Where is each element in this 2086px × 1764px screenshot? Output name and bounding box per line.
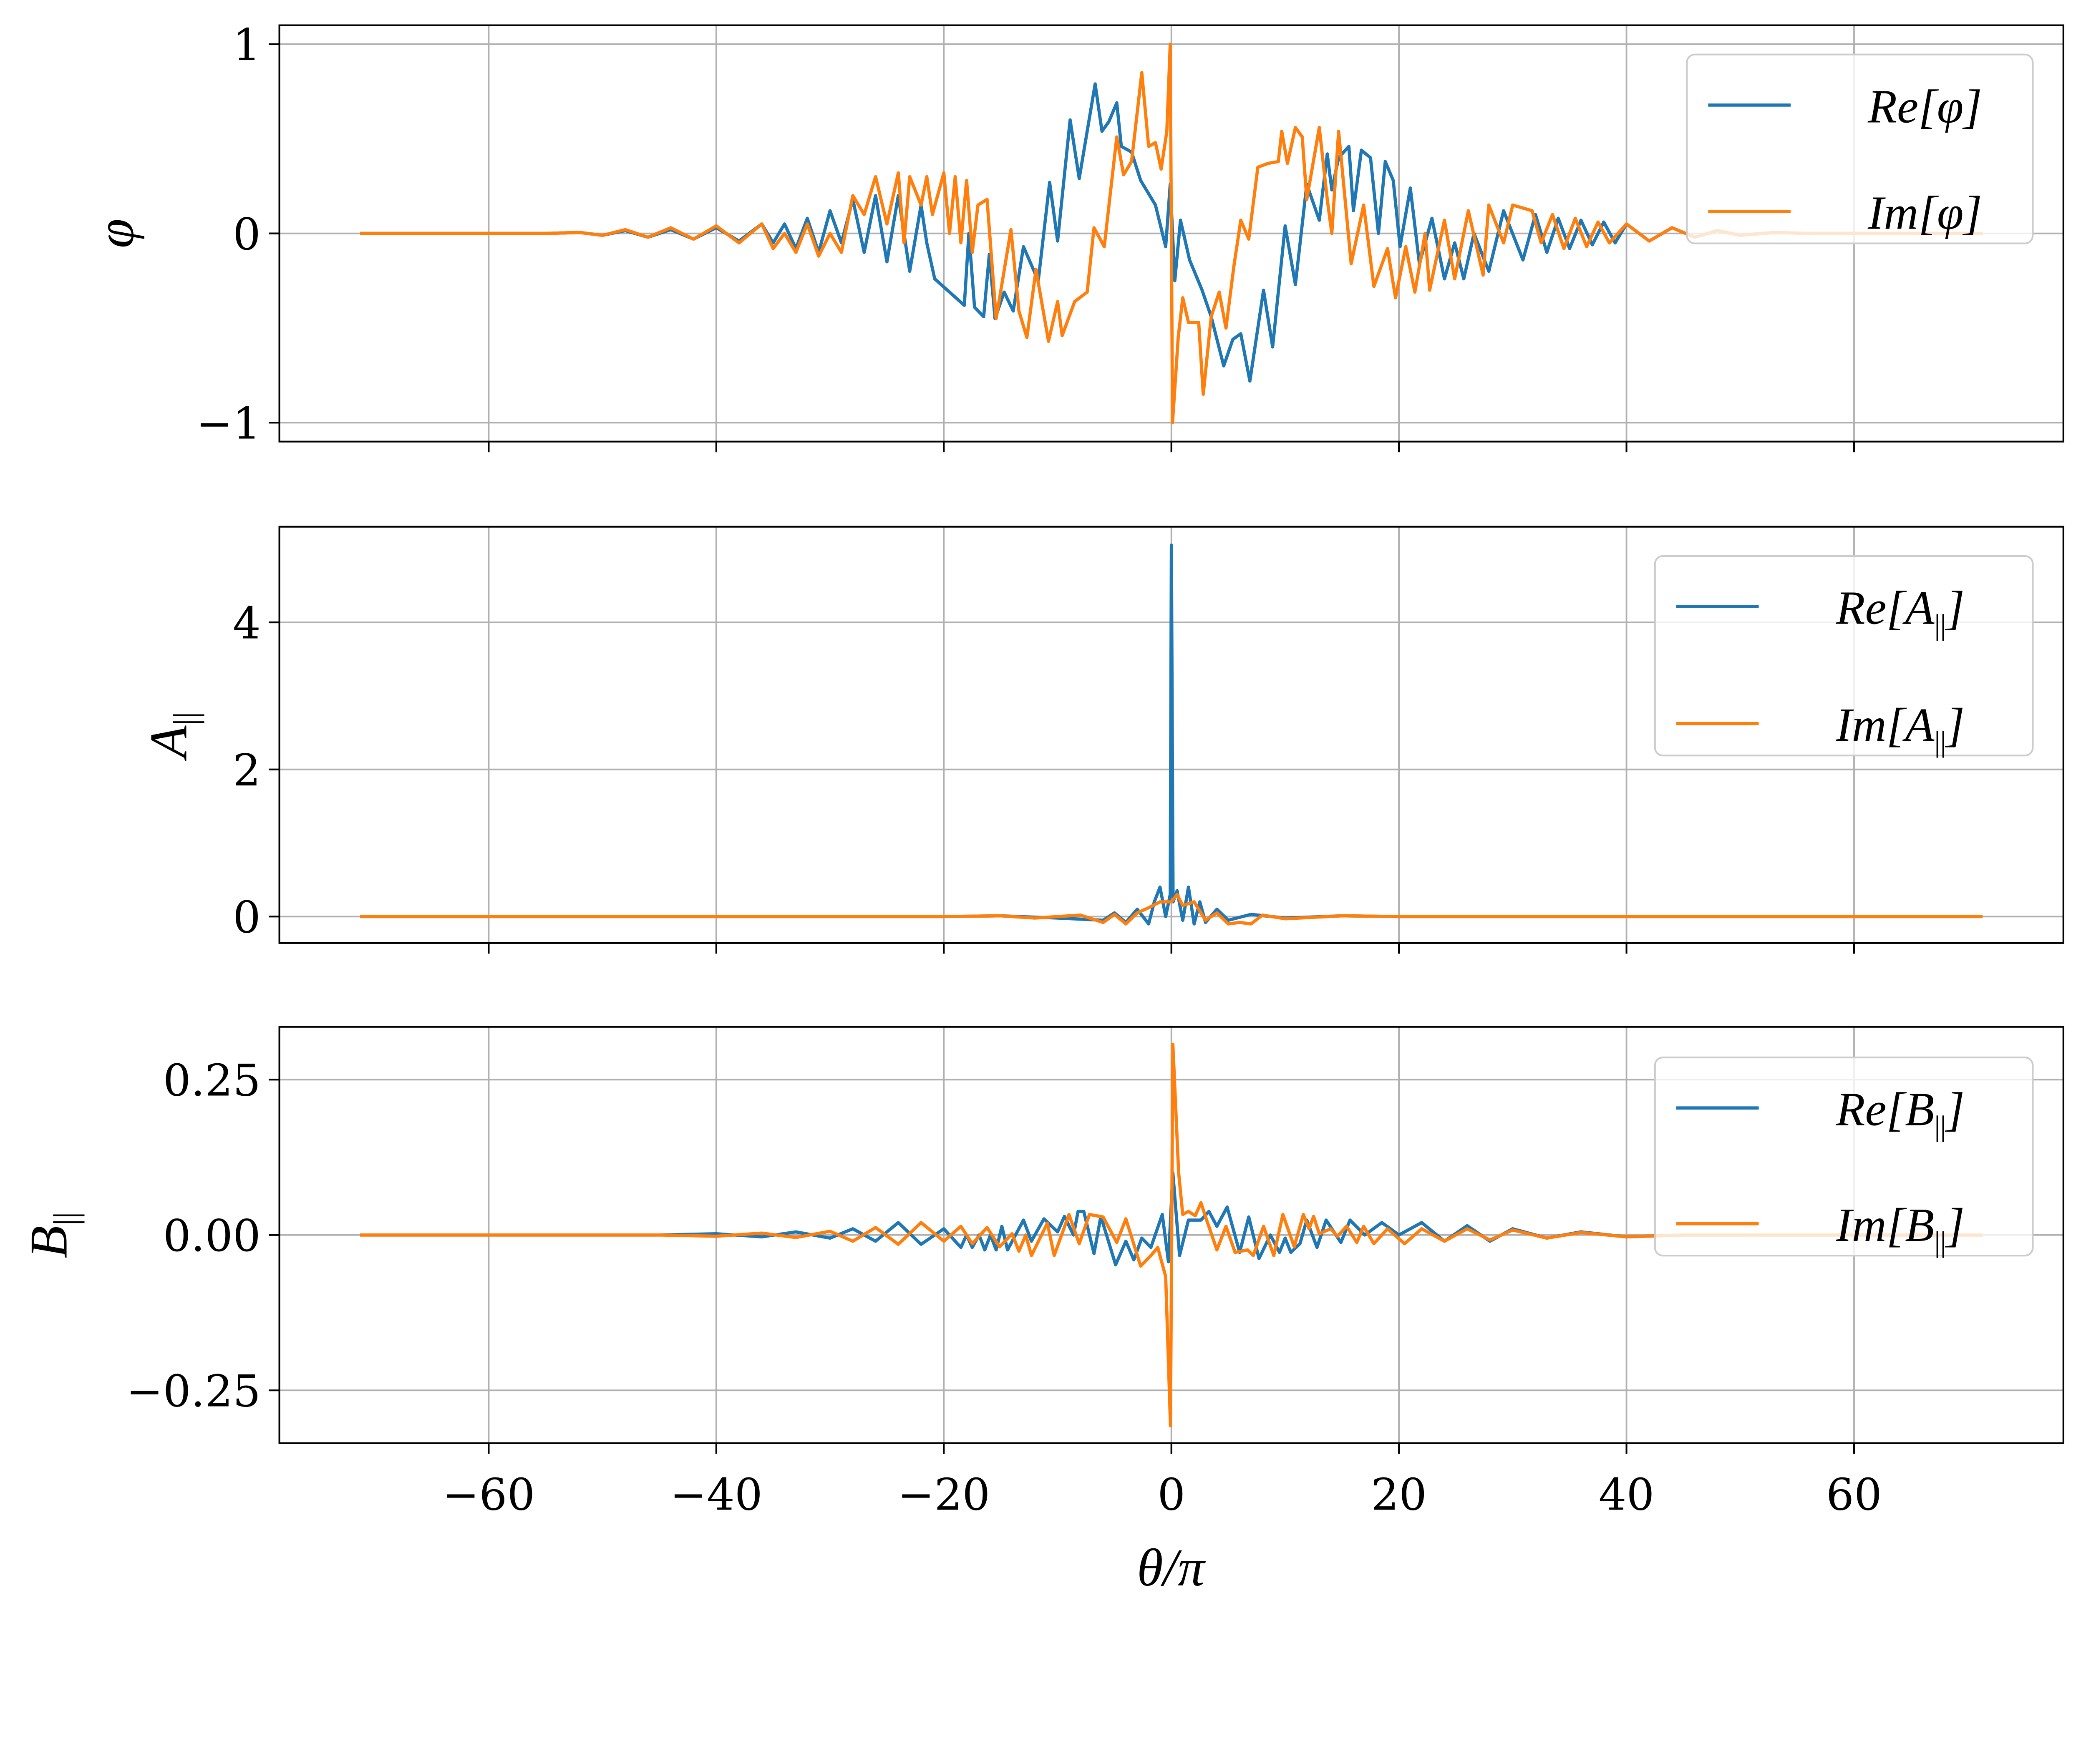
legend-prefix: Re[ [1835, 1083, 1907, 1136]
x-tick-label: 20 [1371, 1469, 1427, 1520]
y-tick-label: 0.00 [163, 1210, 261, 1261]
legend-prefix: Im[ [1835, 698, 1907, 751]
y-label-symbol: A [139, 725, 198, 761]
legend-symbol: A [1902, 698, 1935, 751]
y-label-symbol: φ [86, 219, 145, 248]
x-tick-label: −60 [442, 1469, 535, 1520]
y-tick-label: −0.25 [126, 1365, 261, 1417]
legend-symbol: φ [1937, 186, 1964, 239]
legend-suffix: ] [1945, 581, 1965, 634]
legend-symbol: A [1902, 581, 1935, 634]
legend-box [1686, 53, 2034, 244]
legend-suffix: ] [1962, 80, 1982, 133]
legend-label: Re[φ] [1867, 80, 1982, 133]
series-line-real [360, 1171, 1983, 1267]
legend-prefix: Im[ [1867, 186, 1939, 239]
legend-prefix: Im[ [1835, 1198, 1907, 1251]
legend-label: Im[B||] [1835, 1198, 1965, 1258]
legend-label: Im[A||] [1835, 698, 1965, 758]
y-label-subscript: || [46, 1212, 85, 1225]
legend-symbol: φ [1937, 80, 1964, 133]
y-tick-label: 2 [233, 745, 261, 796]
legend-symbol: B [1905, 1083, 1934, 1136]
x-tick-label: 40 [1599, 1469, 1655, 1520]
y-label-subscript: || [166, 712, 204, 725]
legend-subscript: || [1934, 609, 1946, 641]
legend-prefix: Re[ [1835, 581, 1907, 634]
legend: Re[B||]Im[B||] [1654, 1056, 2034, 1258]
y-tick-label: 0 [233, 209, 261, 260]
series-line-imag [360, 1042, 1983, 1427]
legend-label: Re[B||] [1835, 1083, 1965, 1143]
panel-3: −60 −40 −20 0 20 40 60−0.250.000.25B||θ/πRe[B|… [19, 1026, 2064, 1597]
x-axis-label: θ/π [1137, 1538, 1206, 1597]
series-line-imag [360, 43, 1983, 425]
series-line-imag [360, 893, 1983, 926]
legend-prefix: Re[ [1867, 80, 1939, 133]
y-tick-label: −1 [196, 398, 261, 449]
y-axis-label: φ [86, 219, 145, 248]
legend-subscript: || [1934, 1110, 1946, 1142]
y-tick-label: 4 [233, 597, 261, 649]
legend-label: Re[A||] [1835, 581, 1965, 642]
y-label-symbol: B [19, 1225, 78, 1258]
legend-subscript: || [1934, 726, 1946, 758]
y-axis-label: B|| [19, 1212, 85, 1258]
legend-suffix: ] [1945, 1083, 1965, 1136]
legend-subscript: || [1934, 1226, 1946, 1258]
legend-label: Im[φ] [1867, 186, 1982, 239]
x-tick-label: 60 [1826, 1469, 1882, 1520]
legend-symbol: B [1905, 1198, 1934, 1251]
y-tick-label: 1 [233, 19, 261, 70]
legend-suffix: ] [1962, 186, 1982, 239]
x-tick-label: 0 [1157, 1469, 1185, 1520]
legend-suffix: ] [1945, 698, 1965, 751]
legend: Re[A||]Im[A||] [1654, 555, 2034, 758]
y-tick-label: 0 [233, 892, 261, 943]
legend-suffix: ] [1945, 1198, 1965, 1251]
y-axis-label: A|| [139, 712, 204, 761]
y-tick-label: 0.25 [163, 1055, 261, 1106]
x-tick-label: −20 [897, 1469, 990, 1520]
x-tick-label: −40 [670, 1469, 763, 1520]
legend: Re[φ]Im[φ] [1686, 53, 2034, 244]
